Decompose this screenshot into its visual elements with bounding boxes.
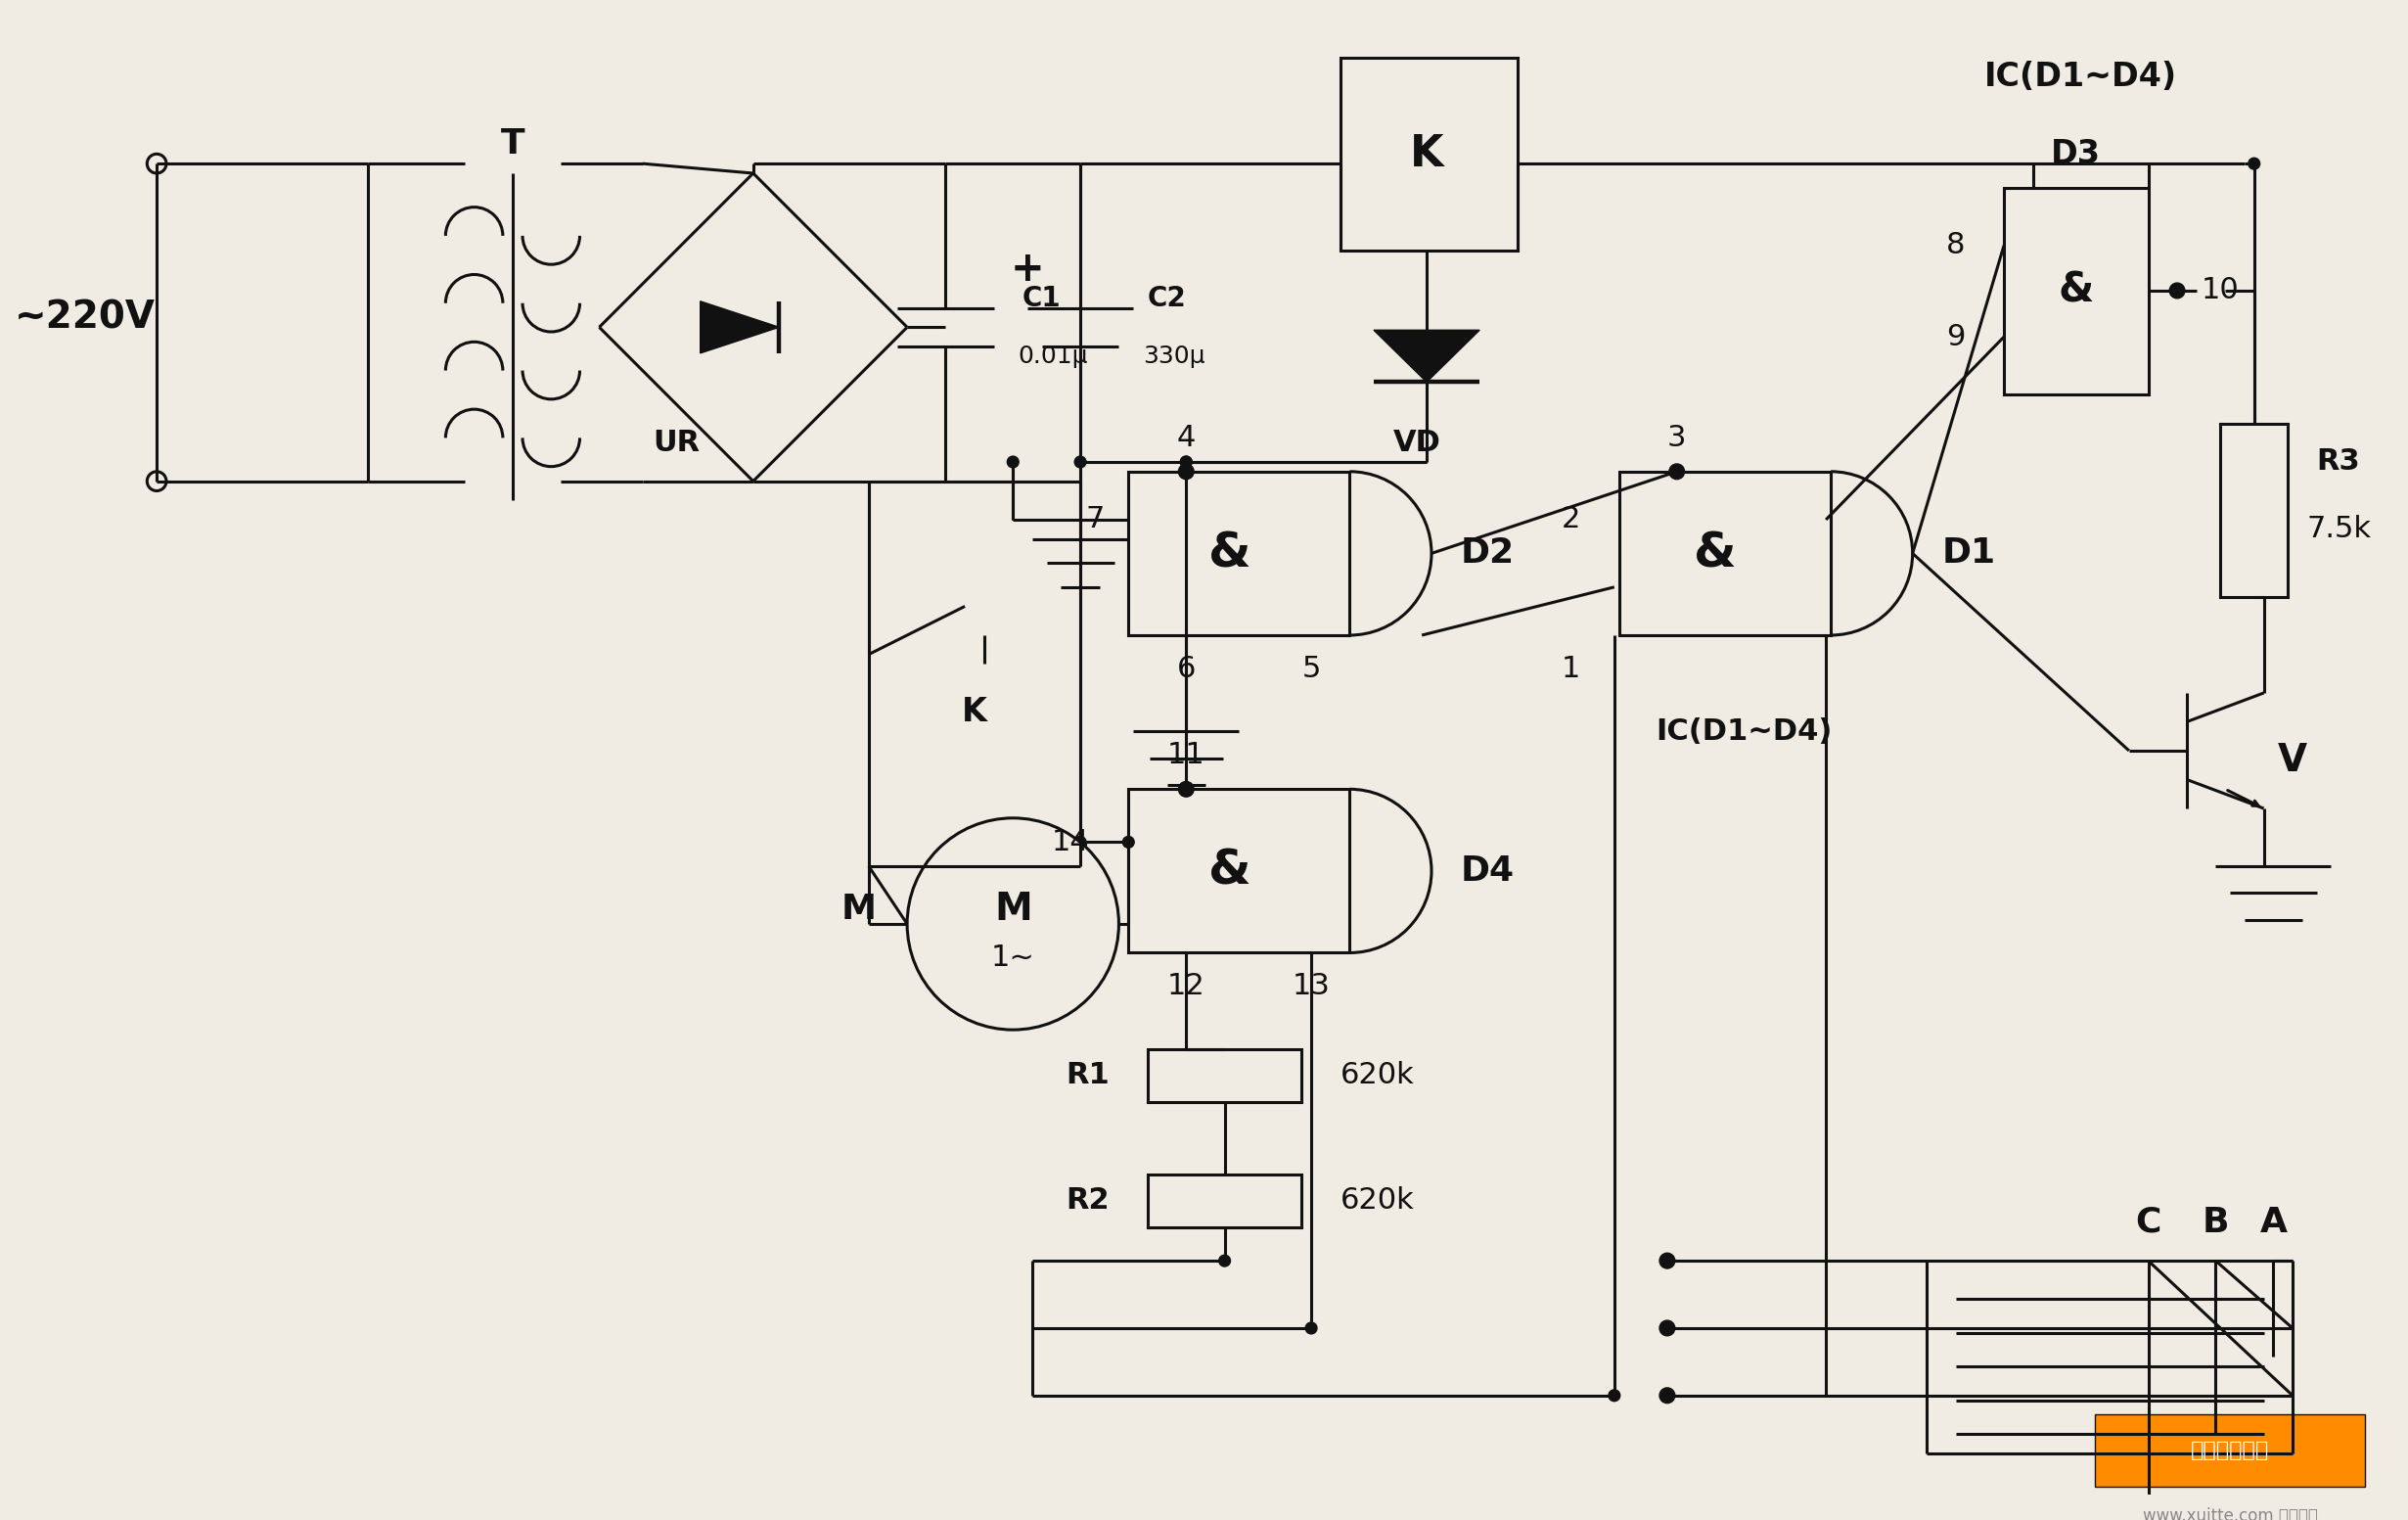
Circle shape <box>1659 1388 1676 1403</box>
Bar <box>2220 424 2288 597</box>
Text: &: & <box>2059 271 2095 312</box>
Polygon shape <box>701 301 780 353</box>
Text: &: & <box>1209 848 1250 894</box>
Circle shape <box>1669 464 1686 479</box>
Text: 5: 5 <box>1303 655 1320 682</box>
Text: 620k: 620k <box>1341 1061 1413 1090</box>
Text: 0.01μ: 0.01μ <box>1019 345 1088 368</box>
Bar <box>2095 1415 2365 1487</box>
Circle shape <box>1074 456 1086 468</box>
Text: 6: 6 <box>1178 655 1197 682</box>
Text: D2: D2 <box>1459 537 1515 570</box>
Text: IC(D1~D4): IC(D1~D4) <box>1984 61 2177 93</box>
Circle shape <box>1659 1321 1676 1336</box>
Text: K: K <box>1409 132 1442 175</box>
Circle shape <box>147 154 166 173</box>
Text: www.xuitte.com 维库电子: www.xuitte.com 维库电子 <box>2143 1506 2316 1520</box>
Text: A: A <box>2259 1205 2288 1239</box>
Bar <box>1149 1049 1303 1102</box>
Circle shape <box>2249 158 2259 169</box>
Text: 3: 3 <box>1666 424 1686 451</box>
Text: R2: R2 <box>1064 1186 1110 1214</box>
Circle shape <box>1305 1322 1317 1335</box>
Text: 10: 10 <box>2201 277 2239 306</box>
Text: 1: 1 <box>1563 655 1580 682</box>
Text: UR: UR <box>653 429 701 458</box>
Bar <box>1149 1173 1303 1227</box>
Circle shape <box>1122 836 1134 848</box>
Text: 4: 4 <box>1178 424 1197 451</box>
Circle shape <box>908 818 1120 1029</box>
Text: M: M <box>840 892 877 926</box>
Circle shape <box>1007 456 1019 468</box>
Text: 13: 13 <box>1293 973 1329 1000</box>
Circle shape <box>1074 836 1086 848</box>
Text: 620k: 620k <box>1341 1186 1413 1214</box>
Text: 9: 9 <box>1946 322 1965 351</box>
Text: C1: C1 <box>1023 284 1062 312</box>
Circle shape <box>1218 1256 1230 1266</box>
Text: 1~: 1~ <box>992 944 1035 971</box>
Text: IC(D1~D4): IC(D1~D4) <box>1657 717 1832 746</box>
Text: 维库电子市场: 维库电子市场 <box>2191 1441 2268 1461</box>
Circle shape <box>1180 456 1192 468</box>
Circle shape <box>1178 464 1194 479</box>
Circle shape <box>1659 1252 1676 1269</box>
Text: C2: C2 <box>1149 284 1187 312</box>
Polygon shape <box>1375 330 1479 382</box>
Circle shape <box>1180 456 1192 468</box>
Text: V: V <box>2278 742 2307 778</box>
Text: D1: D1 <box>1941 537 1996 570</box>
Text: C: C <box>2136 1205 2160 1239</box>
Bar <box>1341 58 1517 251</box>
Circle shape <box>147 471 166 491</box>
Bar <box>1129 789 1351 953</box>
Text: B: B <box>2203 1205 2230 1239</box>
Text: K: K <box>961 696 987 728</box>
Text: 14: 14 <box>1052 828 1091 856</box>
Text: M: M <box>995 891 1033 929</box>
Circle shape <box>2170 283 2184 298</box>
Text: D3: D3 <box>2052 138 2102 170</box>
Bar <box>2003 187 2148 395</box>
Bar <box>1618 471 1830 635</box>
Text: 2: 2 <box>1563 506 1580 534</box>
Text: 7.5k: 7.5k <box>2307 515 2372 544</box>
Text: ~220V: ~220V <box>14 299 154 336</box>
Text: 7: 7 <box>1086 506 1105 534</box>
Circle shape <box>1178 781 1194 796</box>
Text: 8: 8 <box>1946 231 1965 260</box>
Text: R1: R1 <box>1064 1061 1110 1090</box>
Text: VD: VD <box>1394 429 1440 458</box>
Circle shape <box>1609 1389 1621 1401</box>
Text: 11: 11 <box>1168 742 1204 769</box>
Text: &: & <box>1693 530 1736 578</box>
Text: &: & <box>1209 530 1250 578</box>
Text: T: T <box>501 128 525 161</box>
Text: +: + <box>1011 249 1045 290</box>
Text: R3: R3 <box>2316 448 2360 476</box>
Text: 330μ: 330μ <box>1144 345 1204 368</box>
Text: D4: D4 <box>1459 854 1515 888</box>
Text: 12: 12 <box>1168 973 1204 1000</box>
Bar <box>1129 471 1351 635</box>
